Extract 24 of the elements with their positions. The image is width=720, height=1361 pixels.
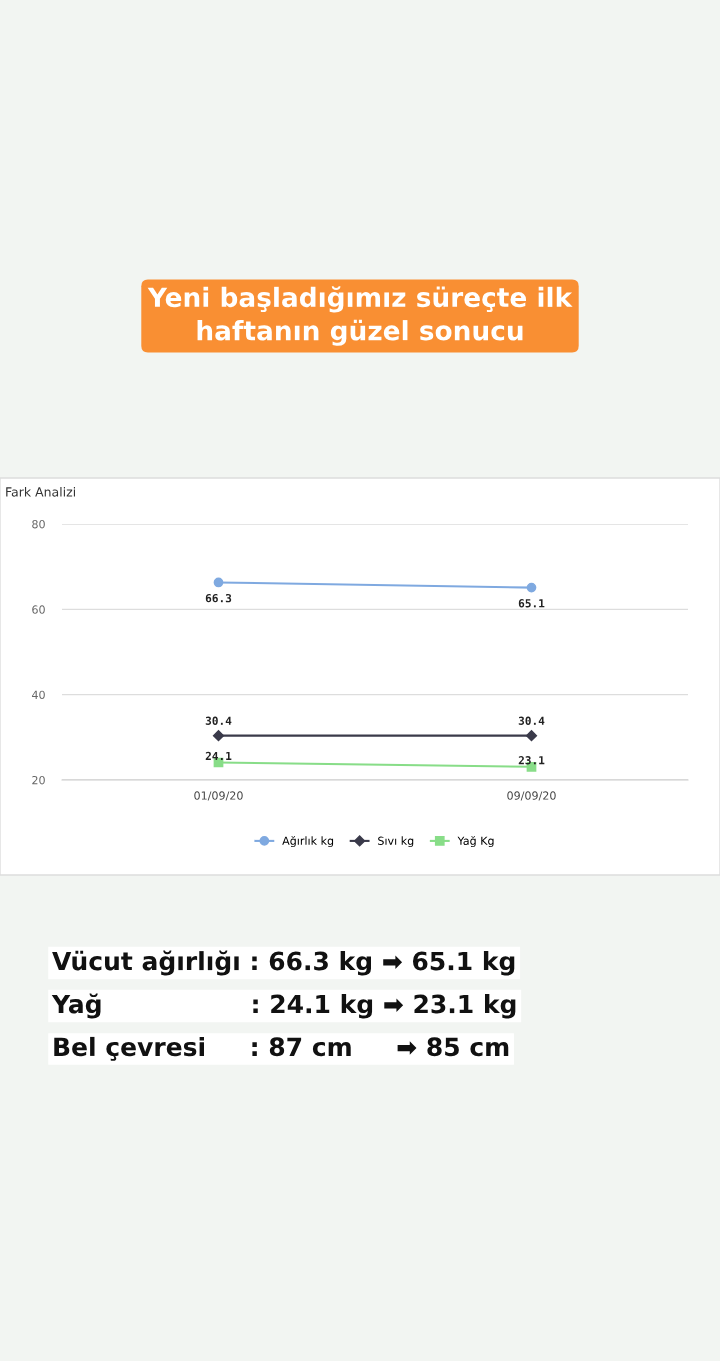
x-tick-label: 01/09/20 — [194, 791, 243, 801]
y-tick-label: 40 — [31, 690, 45, 700]
text: Yeni başladığımız süreçte ilk haftanın güzel sonucu — [147, 286, 573, 346]
data-label: 30.4 — [518, 716, 545, 725]
data-label: 65.1 — [518, 599, 545, 608]
y-tick-label: 20 — [32, 775, 45, 785]
text: Vücut ağırlığı : 66.3 kg ➡ 65.1 kg — [52, 950, 515, 976]
x-tick-label: 09/09/20 — [507, 791, 556, 801]
point — [526, 582, 537, 593]
legend-label: Sıvı kg — [378, 836, 414, 848]
y-tick-label: 60 — [32, 605, 45, 614]
data-label: 23.1 — [518, 756, 545, 765]
data-label: 66.3 — [205, 593, 232, 603]
data-label: 24.1 — [205, 751, 232, 761]
text: Bel çevresi : 87 cm ➡ 85 cm — [54, 1036, 509, 1061]
point — [212, 730, 225, 742]
chart-title: Fark Analizi — [6, 486, 75, 497]
legend-label: Ağırlık kg — [282, 836, 334, 848]
text: Yağ : 24.1 kg ➡ 23.1 kg — [51, 993, 516, 1019]
point — [525, 730, 538, 742]
y-tick-label: 80 — [32, 519, 45, 529]
data-label: 30.4 — [205, 716, 232, 725]
point — [213, 577, 224, 588]
legend-label: Yağ Kg — [457, 836, 494, 848]
